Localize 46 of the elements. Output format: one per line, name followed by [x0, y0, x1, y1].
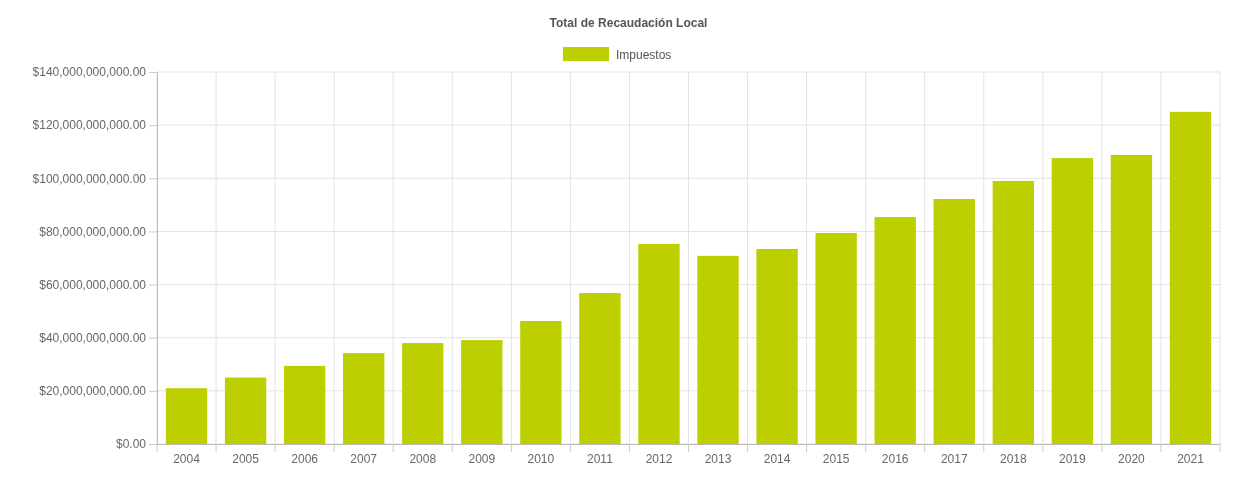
- legend-label: Impuestos: [616, 47, 672, 62]
- x-tick-label: 2016: [881, 451, 909, 466]
- bar: [815, 233, 857, 444]
- x-tick-label: 2013: [704, 451, 732, 466]
- x-tick-label: 2020: [1118, 451, 1146, 466]
- y-tick-label: $80,000,000,000.00: [39, 224, 147, 239]
- bar: [343, 353, 385, 444]
- y-tick-label: $120,000,000,000.00: [32, 118, 147, 133]
- y-tick-label: $140,000,000,000.00: [32, 65, 147, 80]
- x-tick-label: 2008: [409, 451, 437, 466]
- x-tick-label: 2017: [940, 451, 968, 466]
- x-tick-label: 2006: [291, 451, 319, 466]
- bar: [402, 343, 444, 444]
- x-tick-label: 2019: [1059, 451, 1087, 466]
- bar: [933, 199, 975, 444]
- y-tick-label: $60,000,000,000.00: [39, 277, 147, 292]
- bar: [1169, 111, 1212, 444]
- x-tick-label: 2018: [999, 451, 1027, 466]
- y-tick-label: $0.00: [115, 437, 147, 452]
- bar: [874, 217, 916, 444]
- x-tick-label: 2015: [822, 451, 850, 466]
- x-tick-label: 2007: [350, 451, 378, 466]
- y-tick-label: $100,000,000,000.00: [32, 171, 147, 186]
- bar: [165, 388, 208, 444]
- bar: [992, 180, 1034, 444]
- bar: [1110, 154, 1153, 444]
- bar: [579, 293, 621, 444]
- x-tick-label: 2011: [587, 451, 614, 466]
- x-tick-label: 2012: [645, 451, 673, 466]
- bar: [1051, 158, 1094, 444]
- y-tick-label: $40,000,000,000.00: [39, 331, 147, 346]
- bar: [756, 248, 798, 444]
- y-tick-label: $20,000,000,000.00: [39, 384, 147, 399]
- x-tick-label: 2009: [468, 451, 496, 466]
- bar: [461, 340, 503, 444]
- bar: [638, 243, 680, 444]
- bar: [520, 320, 562, 444]
- bar: [283, 365, 326, 444]
- chart-title: Total de Recaudación Local: [549, 16, 708, 30]
- x-tick-label: 2004: [173, 451, 201, 466]
- x-tick-label: 2021: [1177, 451, 1205, 466]
- x-tick-label: 2005: [232, 451, 260, 466]
- bar: [697, 255, 739, 444]
- bar: [224, 377, 267, 444]
- x-tick-label: 2014: [763, 451, 791, 466]
- x-tick-label: 2010: [527, 451, 555, 466]
